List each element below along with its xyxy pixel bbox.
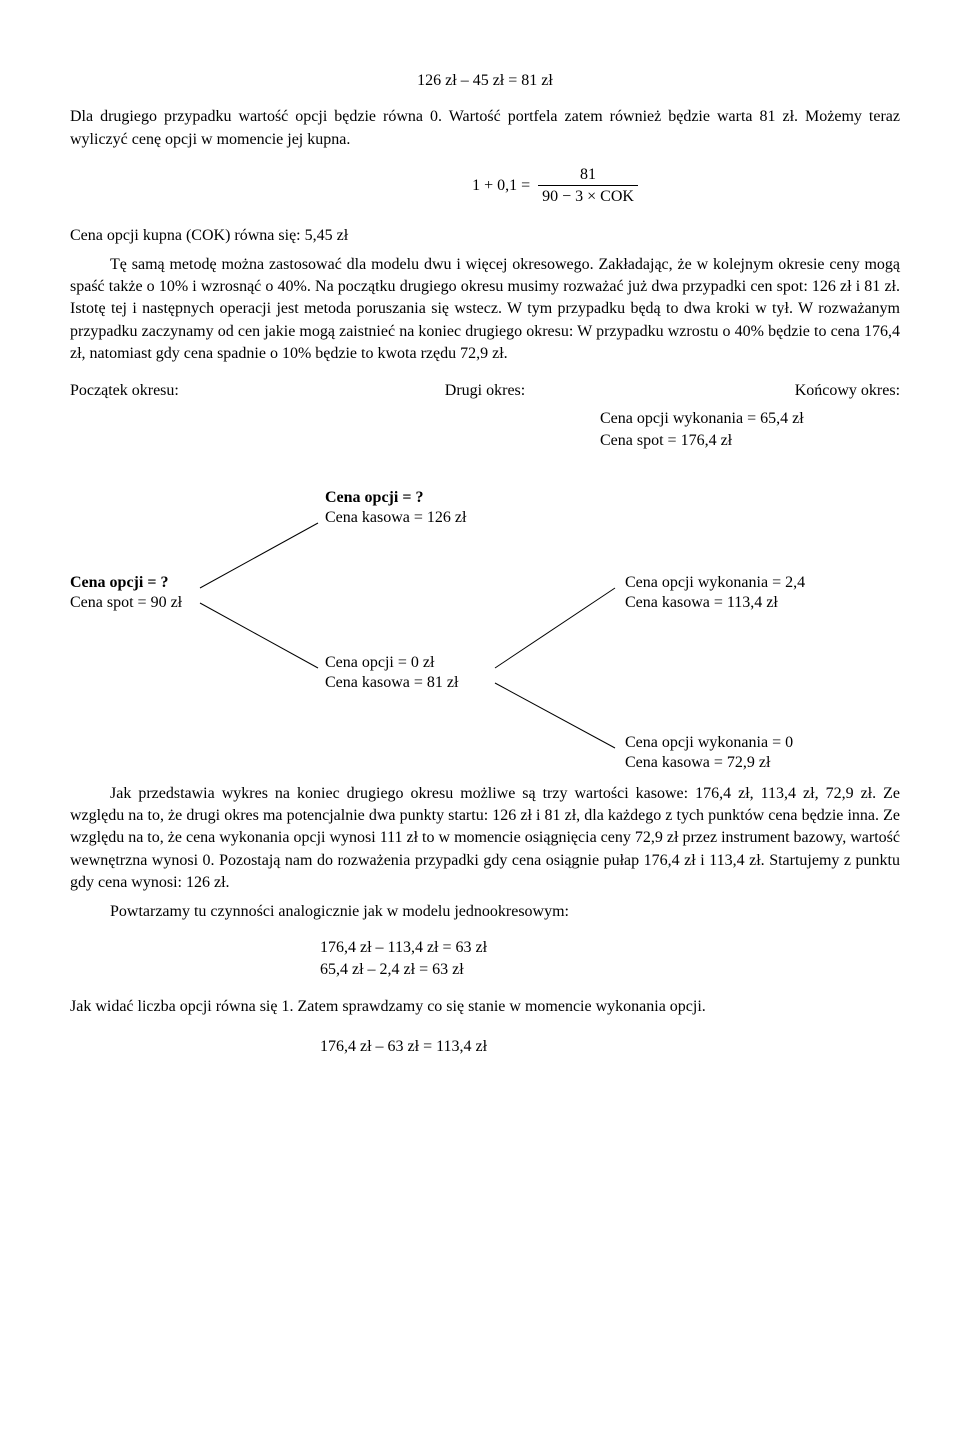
binomial-tree: Cena opcji = ? Cena spot = 90 zł Cena op… — [70, 473, 900, 783]
formula-lhs: 1 + 0,1 = — [472, 175, 530, 197]
tree-rightmid-l1: Cena opcji wykonania = 2,4 — [625, 573, 805, 593]
tree-rightmid-l2: Cena kasowa = 113,4 zł — [625, 593, 805, 613]
paragraph-2-lead: Cena opcji kupna (COK) równa się: 5,45 z… — [70, 225, 900, 247]
paragraph-2-body: Tę samą metodę można zastosować dla mode… — [70, 254, 900, 366]
formula-numerator: 81 — [538, 165, 638, 184]
final-top-line2: Cena spot = 176,4 zł — [600, 430, 900, 452]
paragraph-4: Jak widać liczba opcji równa się 1. Zate… — [70, 996, 900, 1018]
period-headers: Początek okresu: Drugi okres: Końcowy ok… — [70, 380, 900, 402]
tree-rightdown-l1: Cena opcji wykonania = 0 — [625, 733, 793, 753]
formula-denominator: 90 − 3 × COK — [538, 187, 638, 206]
tree-middown-l2: Cena kasowa = 81 zł — [325, 673, 458, 693]
equation-top: 126 zł – 45 zł = 81 zł — [70, 70, 900, 92]
formula-fraction: 81 90 − 3 × COK — [538, 165, 638, 206]
tree-midup-l2: Cena kasowa = 126 zł — [325, 508, 466, 528]
tree-node-right-mid: Cena opcji wykonania = 2,4 Cena kasowa =… — [625, 573, 805, 613]
period-mid: Drugi okres: — [347, 380, 624, 402]
paragraph-3b: Powtarzamy tu czynności analogicznie jak… — [70, 901, 900, 923]
final-top-line1: Cena opcji wykonania = 65,4 zł — [600, 408, 900, 430]
calc-block: 176,4 zł – 113,4 zł = 63 zł 65,4 zł – 2,… — [320, 937, 900, 982]
tree-start-l1: Cena opcji = ? — [70, 573, 182, 593]
tree-middown-l1: Cena opcji = 0 zł — [325, 653, 458, 673]
paragraph-1: Dla drugiego przypadku wartość opcji będ… — [70, 106, 900, 151]
formula-1: 1 + 0,1 = 81 90 − 3 × COK — [210, 165, 900, 211]
period-left: Początek okresu: — [70, 380, 347, 402]
paragraph-3: Jak przedstawia wykres na koniec drugieg… — [70, 783, 900, 895]
tree-rightdown-l2: Cena kasowa = 72,9 zł — [625, 753, 793, 773]
tree-node-mid-up: Cena opcji = ? Cena kasowa = 126 zł — [325, 488, 466, 528]
final-top-node: Cena opcji wykonania = 65,4 zł Cena spot… — [600, 408, 900, 453]
tree-start-l2: Cena spot = 90 zł — [70, 593, 182, 613]
equation-bottom: 176,4 zł – 63 zł = 113,4 zł — [320, 1036, 900, 1058]
tree-node-mid-down: Cena opcji = 0 zł Cena kasowa = 81 zł — [325, 653, 458, 693]
period-right: Końcowy okres: — [623, 380, 900, 402]
tree-midup-l1: Cena opcji = ? — [325, 488, 466, 508]
calc-line-2: 65,4 zł – 2,4 zł = 63 zł — [320, 959, 900, 981]
tree-node-right-down: Cena opcji wykonania = 0 Cena kasowa = 7… — [625, 733, 793, 773]
formula-divider — [538, 185, 638, 186]
tree-node-start: Cena opcji = ? Cena spot = 90 zł — [70, 573, 182, 613]
calc-line-1: 176,4 zł – 113,4 zł = 63 zł — [320, 937, 900, 959]
